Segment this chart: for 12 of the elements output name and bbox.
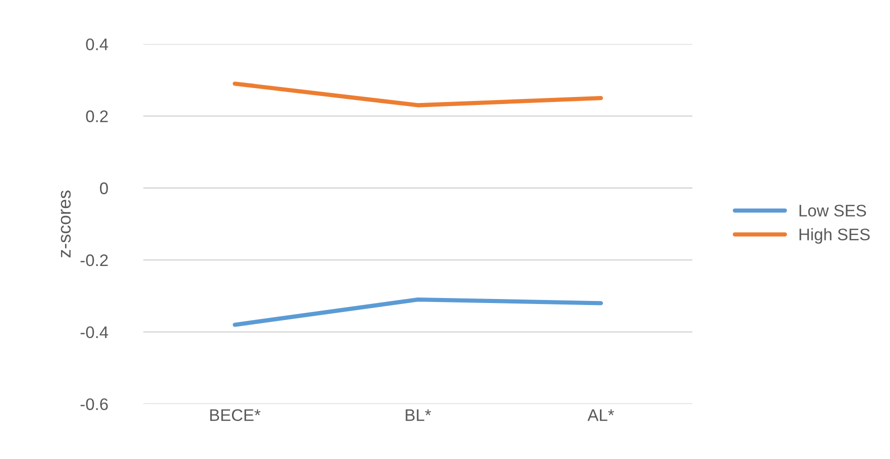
x-tick-label: BECE*	[210, 409, 260, 422]
y-tick-label: 0	[100, 182, 108, 194]
y-tick-label: -0.6	[80, 398, 108, 410]
x-tick-label: BL*	[406, 409, 432, 421]
y-axis-title: z-scores	[60, 190, 71, 258]
legend-label: High SES	[800, 228, 870, 244]
x-tick-label: AL*	[587, 409, 614, 421]
y-tick-label: -0.2	[80, 254, 108, 266]
y-tick-label: -0.4	[80, 326, 108, 338]
legend-label: Low SES	[800, 204, 866, 217]
y-tick-label: 0.2	[86, 110, 108, 122]
y-tick-label: 0.4	[86, 38, 108, 50]
